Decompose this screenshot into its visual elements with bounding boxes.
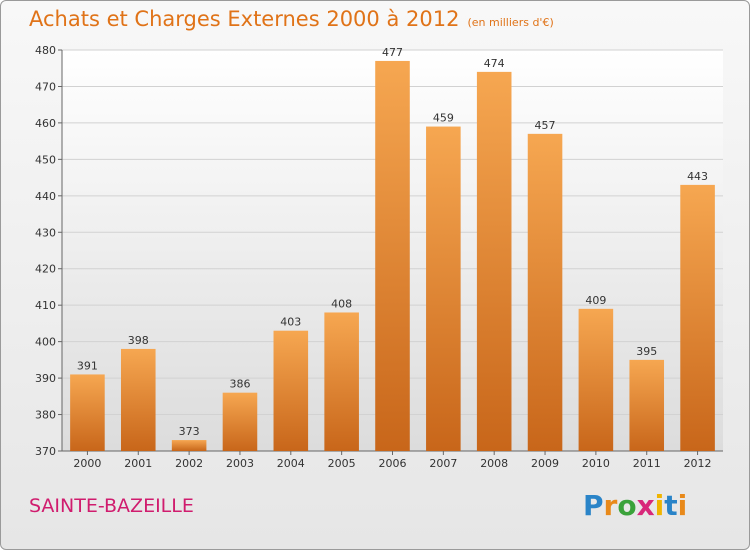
x-tick-label: 2003 xyxy=(226,457,254,470)
x-tick-label: 2000 xyxy=(73,457,101,470)
value-label: 408 xyxy=(331,297,352,310)
y-tick-label: 480 xyxy=(35,44,56,57)
value-label: 373 xyxy=(179,425,200,438)
chart-unit: (en milliers d'€) xyxy=(467,16,554,29)
y-tick-label: 410 xyxy=(35,299,56,312)
value-label: 398 xyxy=(128,334,149,347)
value-label: 395 xyxy=(636,345,657,358)
x-tick-label: 2007 xyxy=(429,457,457,470)
value-label: 403 xyxy=(280,316,301,329)
value-label: 443 xyxy=(687,170,708,183)
x-tick-label: 2012 xyxy=(684,457,712,470)
y-tick-label: 470 xyxy=(35,80,56,93)
y-tick-label: 390 xyxy=(35,372,56,385)
y-tick-label: 430 xyxy=(35,226,56,239)
value-label: 391 xyxy=(77,359,98,372)
bar-2002 xyxy=(171,440,207,451)
x-tick-label: 2009 xyxy=(531,457,559,470)
value-label: 477 xyxy=(382,46,403,59)
bar-2009 xyxy=(527,133,563,451)
value-label: 457 xyxy=(535,119,556,132)
logo-letter: i xyxy=(677,489,688,522)
x-tick-label: 2005 xyxy=(328,457,356,470)
y-tick-label: 400 xyxy=(35,336,56,349)
logo-letter: i xyxy=(654,489,665,522)
logo-letter: o xyxy=(617,489,637,522)
logo-letter: r xyxy=(603,489,618,522)
chart-title-text: Achats et Charges Externes 2000 à 2012 xyxy=(29,7,460,31)
bar-2006 xyxy=(375,60,410,451)
x-tick-label: 2010 xyxy=(582,457,610,470)
bar-2011 xyxy=(629,359,665,451)
x-tick-label: 2011 xyxy=(633,457,661,470)
city-name: SAINTE-BAZEILLE xyxy=(29,495,194,517)
chart-title: Achats et Charges Externes 2000 à 2012 (e… xyxy=(29,7,554,31)
y-tick-label: 420 xyxy=(35,263,56,276)
bar-2000 xyxy=(70,374,105,451)
bar-2010 xyxy=(578,308,614,451)
value-label: 409 xyxy=(585,294,606,307)
y-tick-label: 460 xyxy=(35,117,56,130)
y-tick-label: 380 xyxy=(35,409,56,422)
bar-2004 xyxy=(273,330,309,451)
logo-letter: x xyxy=(636,489,655,522)
x-tick-label: 2008 xyxy=(480,457,508,470)
logo-letter: t xyxy=(664,489,678,522)
proxiti-logo: Proxiti xyxy=(583,489,687,522)
bar-2005 xyxy=(324,312,359,451)
bar-2001 xyxy=(120,348,156,451)
value-label: 459 xyxy=(433,112,454,125)
bar-2003 xyxy=(222,392,258,451)
y-tick-label: 450 xyxy=(35,153,56,166)
x-tick-label: 2001 xyxy=(124,457,152,470)
y-tick-label: 370 xyxy=(35,445,56,458)
y-tick-label: 440 xyxy=(35,190,56,203)
bar-2008 xyxy=(476,71,512,451)
bar-2012 xyxy=(680,184,715,451)
x-tick-label: 2004 xyxy=(277,457,305,470)
value-label: 386 xyxy=(229,378,250,391)
logo-letter: P xyxy=(583,489,604,522)
bar-2007 xyxy=(426,126,461,452)
x-tick-label: 2002 xyxy=(175,457,203,470)
value-label: 474 xyxy=(484,57,505,70)
x-tick-label: 2006 xyxy=(379,457,407,470)
